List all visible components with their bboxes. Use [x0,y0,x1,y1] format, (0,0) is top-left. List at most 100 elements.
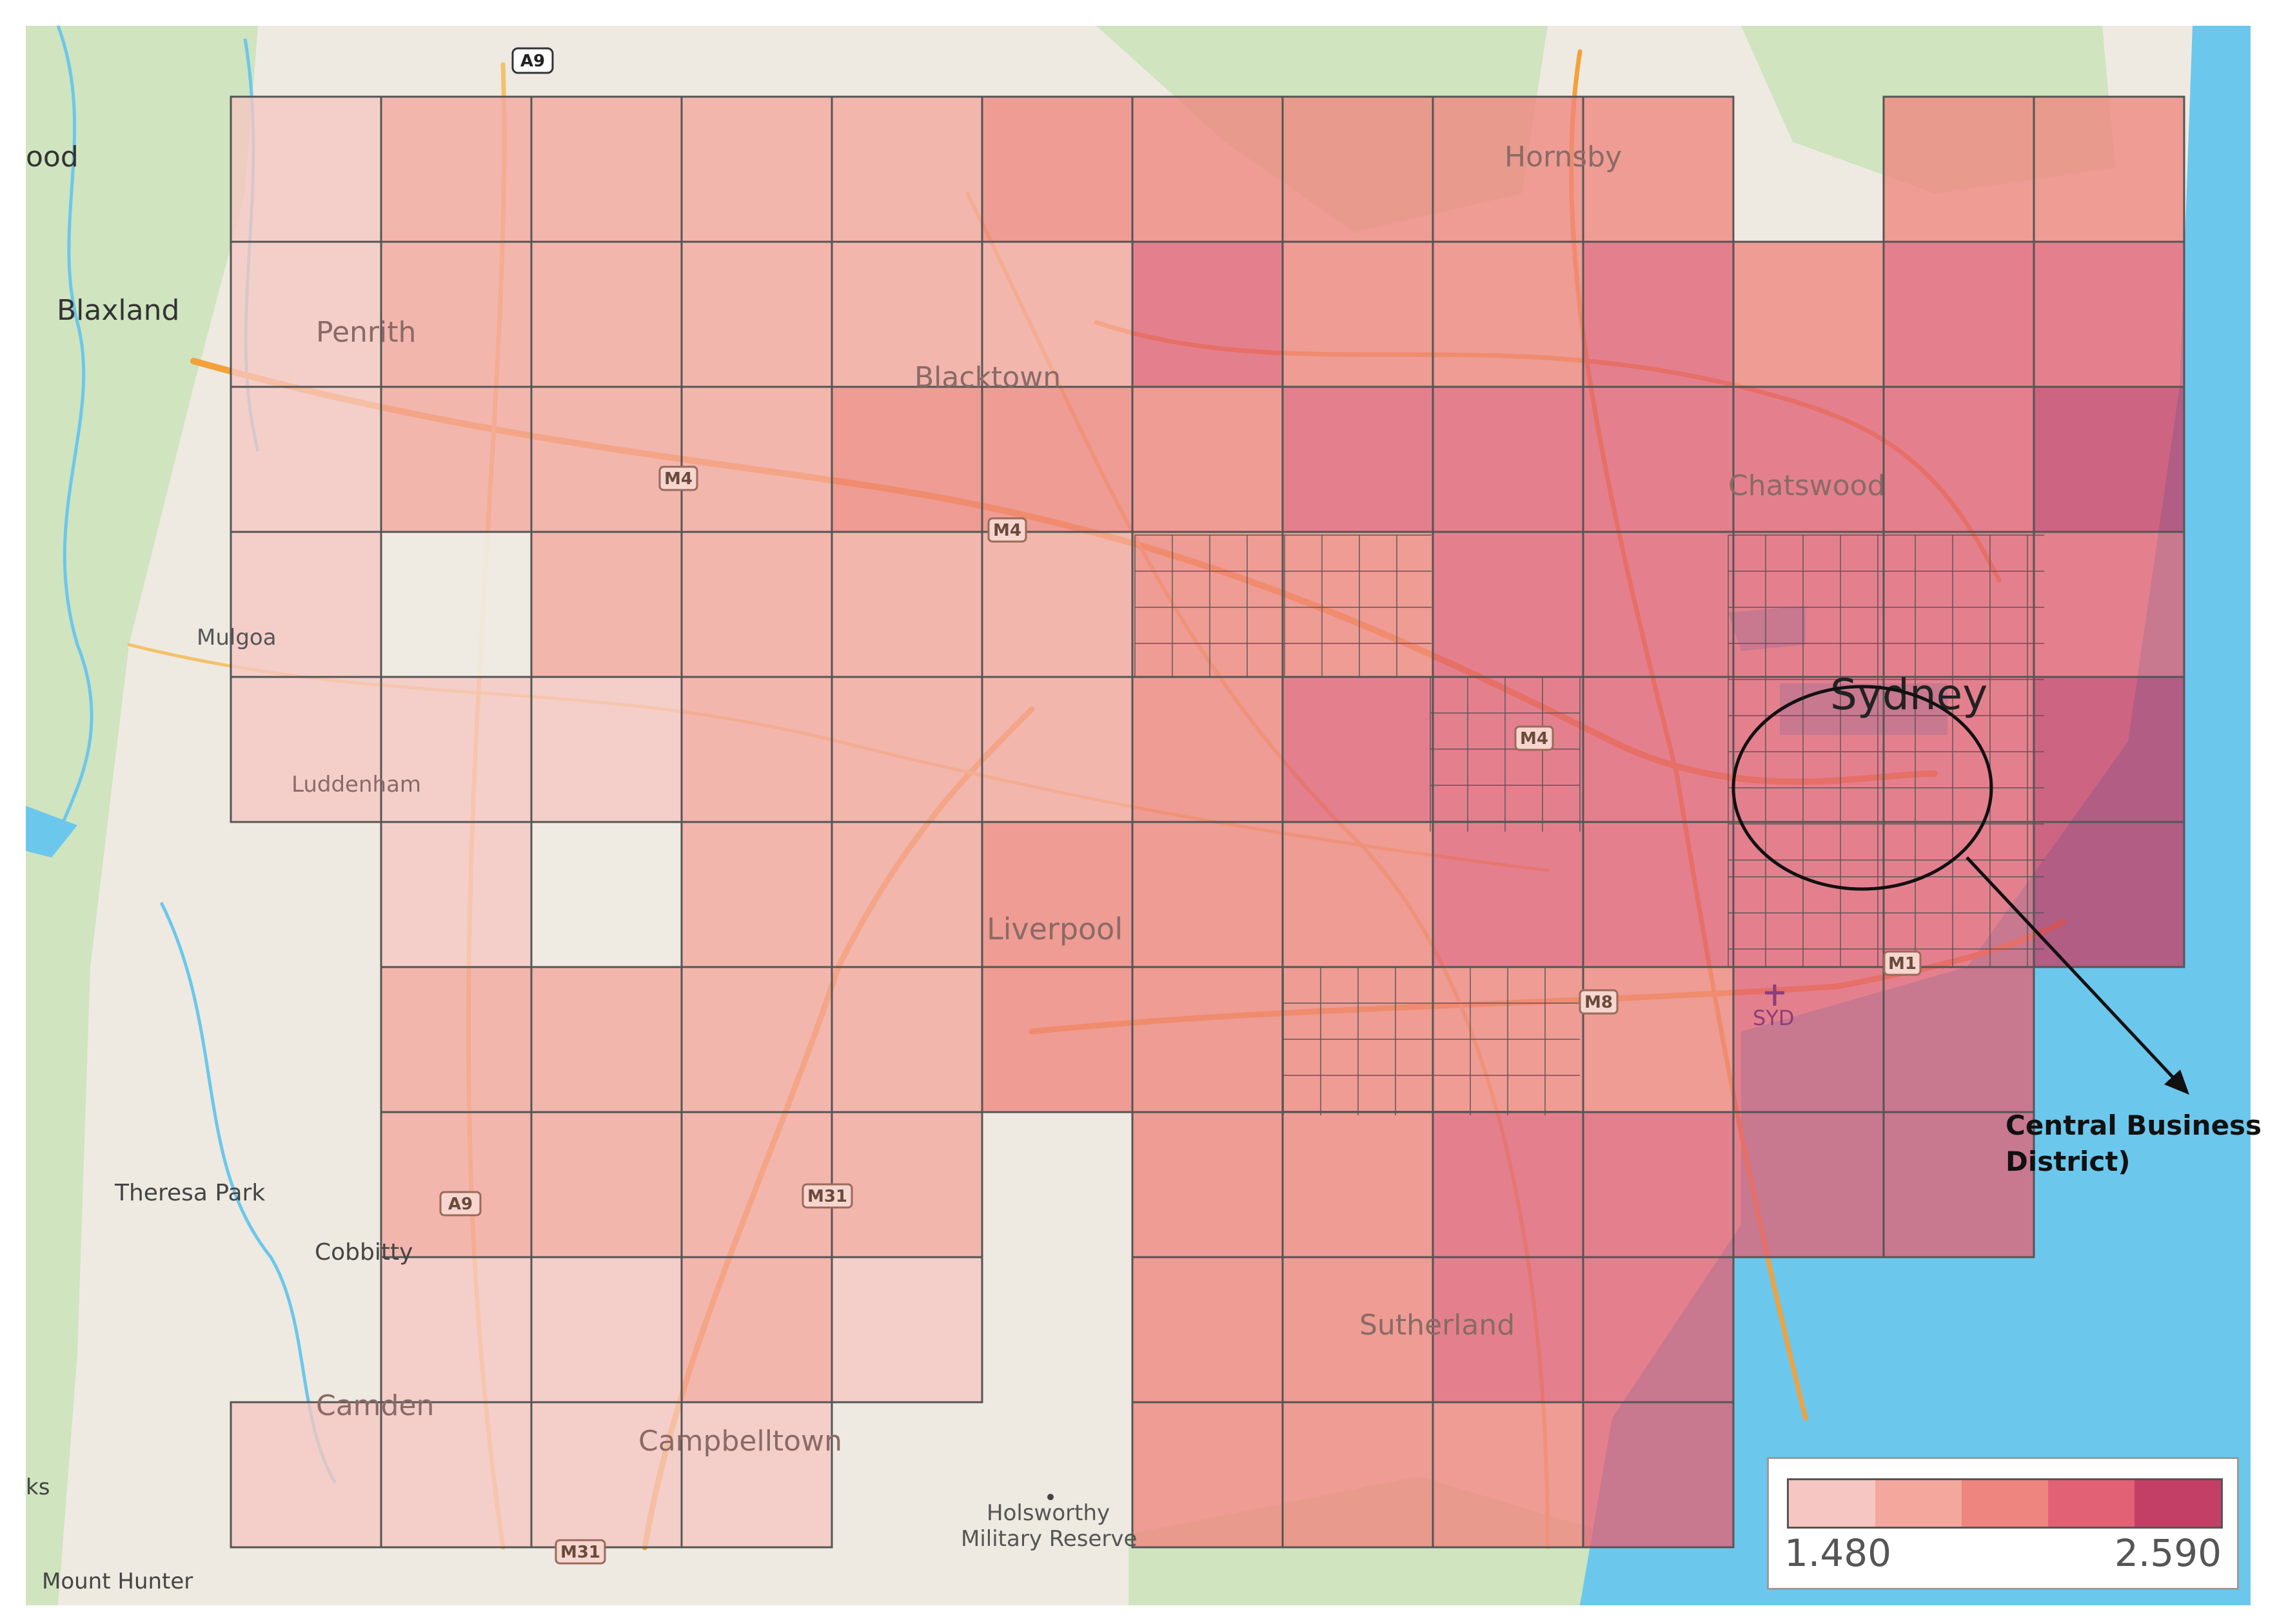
map-cell [1582,966,1735,1113]
legend-max-value: 2.590 [2114,1531,2222,1575]
map-cell [680,966,833,1113]
map-cell [680,531,833,678]
map-cell [831,1111,983,1258]
svg-text:M4: M4 [1520,729,1548,748]
place-labels: Penrith Blacktown Hornsby Chatswood Sydn… [26,141,1987,1594]
shield-m31-2: M31 [555,1539,606,1565]
cbd-annotation-marker [1731,685,2189,1095]
map-cell [530,95,683,243]
label-blacktown: Blacktown [914,361,1061,394]
map-cell [1882,95,2035,243]
map-cell [1432,240,1584,388]
legend-swatch-4 [2048,1480,2134,1527]
map-cell [530,821,683,968]
label-edge-bottom: ks [26,1474,50,1500]
map-cell [680,821,833,968]
map-cell [831,240,983,388]
map-cell [1732,966,1885,1113]
map-cell [1281,821,1434,968]
map-cell [530,531,683,678]
map-cell [680,240,833,388]
label-liverpool: Liverpool [987,912,1123,946]
cbd-arrow-head [2164,1070,2189,1095]
map-cell [380,1256,533,1404]
label-chatswood: Chatswood [1728,469,1886,502]
svg-text:M1: M1 [1888,954,1917,973]
label-campbelltown: Campbelltown [638,1425,842,1458]
map-cell [981,95,1134,243]
map-cell [530,240,683,388]
shield-m4-1: M4 [658,465,698,491]
map-cell [1131,1256,1284,1404]
label-blaxland: Blaxland [57,294,179,327]
map-cell [230,240,382,388]
shield-m8: M8 [1579,989,1619,1015]
label-sutherland: Sutherland [1359,1309,1515,1342]
map-cell [981,386,1134,533]
label-holsworthy: Holsworthy [987,1500,1110,1526]
legend-min-value: 1.480 [1784,1531,1892,1575]
map-cell [1732,1111,1885,1258]
map-cell [530,1401,683,1549]
map-cell [2033,676,2185,823]
map-cell [1131,386,1284,533]
map-cell [981,966,1134,1113]
map-cell [530,676,683,823]
map-cell [380,1401,533,1549]
map-cell [380,531,533,678]
map-cell [530,386,683,533]
svg-text:A9: A9 [448,1195,473,1214]
map-cell [1281,1256,1434,1404]
map-cell [1582,1256,1735,1404]
map-cell [1582,531,1735,678]
map-cell [1432,1111,1584,1258]
map-cell [1432,95,1584,243]
shield-m4-2: M4 [987,517,1027,543]
map-cell [380,1111,533,1258]
shield-a9-top: A9 [511,47,554,74]
map-cell [981,676,1134,823]
map-cell [981,531,1134,678]
map-cell [831,1256,983,1404]
svg-text:M4: M4 [664,469,693,489]
shield-m31-1: M31 [802,1183,853,1209]
map-cell [680,95,833,243]
map-cell [1582,240,1735,388]
map-cell [1882,821,2035,968]
map-cell [1432,386,1584,533]
map-cell [1281,1111,1434,1258]
map-cell [380,676,533,823]
legend-swatch-5 [2134,1480,2221,1527]
map-cell [1131,676,1284,823]
label-camden: Camden [316,1389,434,1422]
label-cobbitty: Cobbitty [315,1239,413,1266]
map-cell [230,386,382,533]
choropleth-cells [230,95,2185,1549]
svg-text:M31: M31 [807,1187,847,1206]
map-cell [831,95,983,243]
map-cell [230,676,382,823]
road-shields: A9 M4 M4 M4 M8 M1 M31 M31 [439,47,1922,1565]
map-cell [831,821,983,968]
shield-m4-3: M4 [1514,725,1554,751]
shield-a9-bottom: A9 [439,1191,482,1217]
label-edge-top: ood [26,141,79,173]
map-cell [831,386,983,533]
map-cell [230,95,382,243]
map-cell [380,386,533,533]
map-cell [1131,966,1284,1113]
map-cell [1281,240,1434,388]
map-cell [1582,1401,1735,1549]
map-cell [1882,386,2035,533]
legend-swatches [1787,1478,2223,1529]
map-cell [2033,531,2185,678]
svg-text:M4: M4 [993,521,1021,540]
label-theresa-park: Theresa Park [114,1180,265,1206]
label-luddenham: Luddenham [291,772,421,797]
map-cell [1732,386,1885,533]
map-cell [1432,821,1584,968]
svg-text:M31: M31 [560,1543,600,1562]
svg-text:A9: A9 [520,52,545,71]
map-cell [831,531,983,678]
label-military-reserve: Military Reserve [961,1526,1137,1552]
